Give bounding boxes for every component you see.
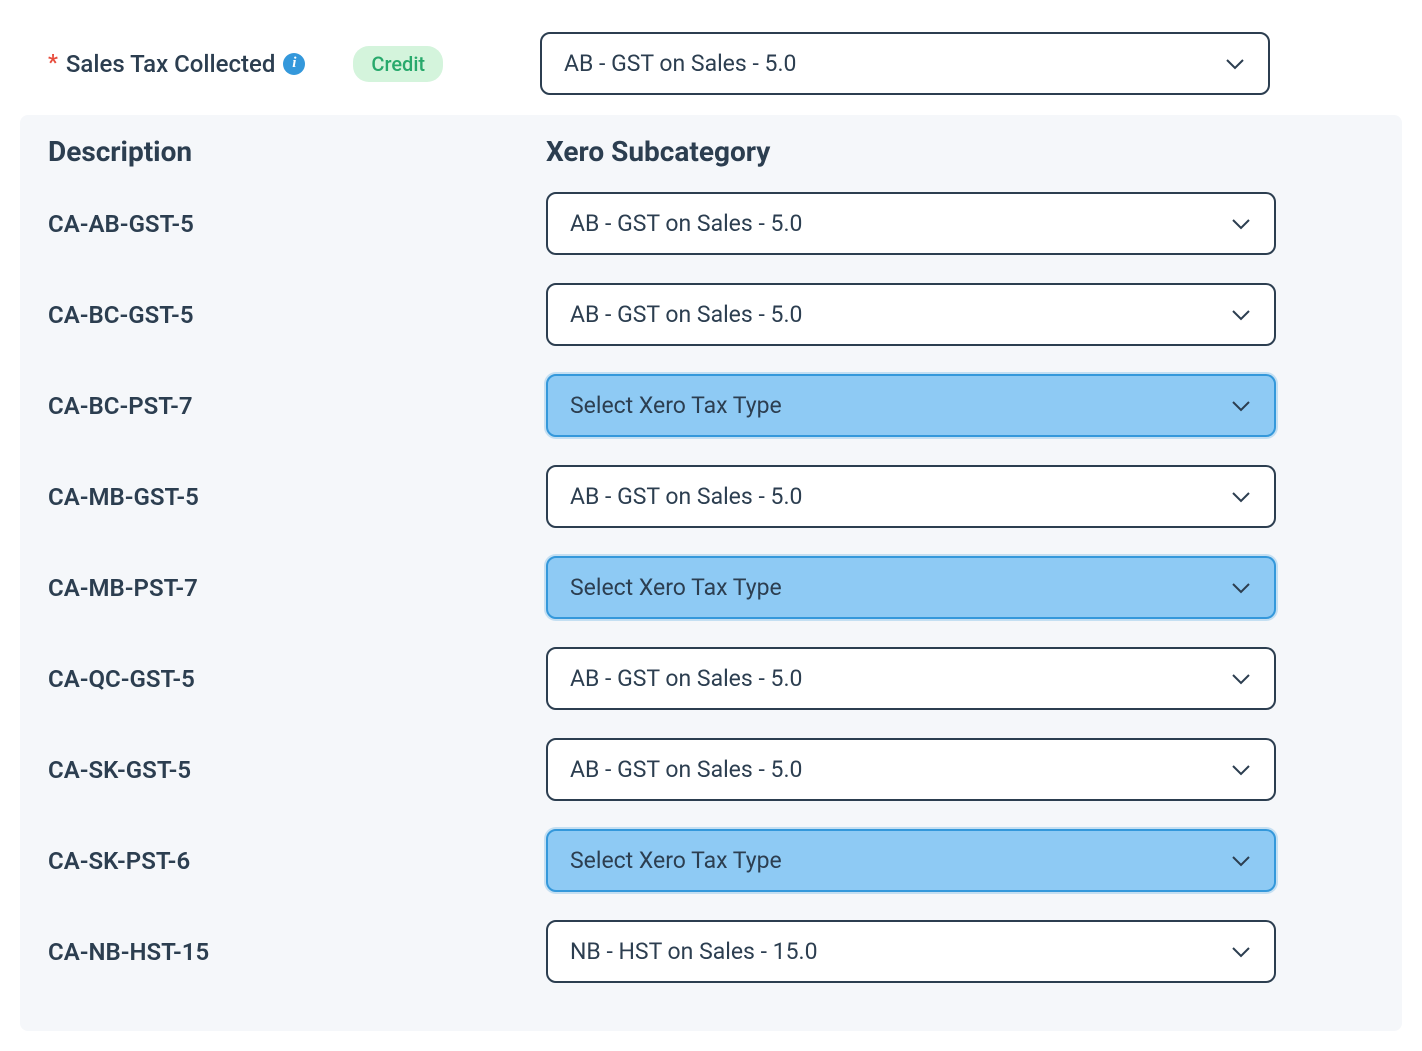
tax-description: CA-NB-HST-15 bbox=[48, 938, 546, 966]
chevron-down-icon bbox=[1230, 850, 1252, 872]
table-row: CA-BC-GST-5 AB - GST on Sales - 5.0 bbox=[48, 283, 1374, 346]
chevron-down-icon bbox=[1230, 304, 1252, 326]
tax-description: CA-BC-GST-5 bbox=[48, 301, 546, 329]
table-row: CA-MB-PST-7 Select Xero Tax Type bbox=[48, 556, 1374, 619]
tax-description: CA-QC-GST-5 bbox=[48, 665, 546, 693]
tax-type-select-value: Select Xero Tax Type bbox=[570, 392, 782, 419]
required-indicator: * bbox=[48, 51, 58, 76]
chevron-down-icon bbox=[1230, 668, 1252, 690]
tax-type-select[interactable]: Select Xero Tax Type bbox=[546, 374, 1276, 437]
tax-type-select[interactable]: AB - GST on Sales - 5.0 bbox=[546, 738, 1276, 801]
sales-tax-label: Sales Tax Collected bbox=[66, 50, 276, 78]
table-row: CA-SK-PST-6 Select Xero Tax Type bbox=[48, 829, 1374, 892]
label-group: * Sales Tax Collected i Credit bbox=[48, 46, 528, 82]
chevron-down-icon bbox=[1224, 53, 1246, 75]
tax-description: CA-AB-GST-5 bbox=[48, 210, 546, 238]
tax-description: CA-MB-GST-5 bbox=[48, 483, 546, 511]
main-tax-select-value: AB - GST on Sales - 5.0 bbox=[564, 50, 796, 77]
tax-description: CA-BC-PST-7 bbox=[48, 392, 546, 420]
tax-type-select-value: NB - HST on Sales - 15.0 bbox=[570, 938, 818, 965]
tax-type-select[interactable]: AB - GST on Sales - 5.0 bbox=[546, 465, 1276, 528]
tax-mapping-table: Description Xero Subcategory CA-AB-GST-5… bbox=[20, 115, 1402, 1031]
column-header-description: Description bbox=[48, 135, 546, 168]
tax-type-select-value: AB - GST on Sales - 5.0 bbox=[570, 210, 802, 237]
chevron-down-icon bbox=[1230, 395, 1252, 417]
chevron-down-icon bbox=[1230, 486, 1252, 508]
chevron-down-icon bbox=[1230, 213, 1252, 235]
table-row: CA-NB-HST-15 NB - HST on Sales - 15.0 bbox=[48, 920, 1374, 983]
tax-type-select-value: AB - GST on Sales - 5.0 bbox=[570, 483, 802, 510]
table-row: CA-MB-GST-5 AB - GST on Sales - 5.0 bbox=[48, 465, 1374, 528]
table-row: CA-BC-PST-7 Select Xero Tax Type bbox=[48, 374, 1374, 437]
tax-type-select[interactable]: Select Xero Tax Type bbox=[546, 829, 1276, 892]
info-icon[interactable]: i bbox=[283, 53, 305, 75]
table-header: Description Xero Subcategory bbox=[48, 135, 1374, 168]
tax-type-select-value: Select Xero Tax Type bbox=[570, 574, 782, 601]
chevron-down-icon bbox=[1230, 577, 1252, 599]
tax-type-select[interactable]: Select Xero Tax Type bbox=[546, 556, 1276, 619]
credit-badge: Credit bbox=[353, 46, 443, 82]
tax-type-select-value: AB - GST on Sales - 5.0 bbox=[570, 756, 802, 783]
tax-description: CA-SK-PST-6 bbox=[48, 847, 546, 875]
chevron-down-icon bbox=[1230, 759, 1252, 781]
tax-description: CA-MB-PST-7 bbox=[48, 574, 546, 602]
chevron-down-icon bbox=[1230, 941, 1252, 963]
tax-type-select-value: Select Xero Tax Type bbox=[570, 847, 782, 874]
table-row: CA-QC-GST-5 AB - GST on Sales - 5.0 bbox=[48, 647, 1374, 710]
tax-type-select[interactable]: AB - GST on Sales - 5.0 bbox=[546, 192, 1276, 255]
tax-description: CA-SK-GST-5 bbox=[48, 756, 546, 784]
tax-type-select[interactable]: AB - GST on Sales - 5.0 bbox=[546, 283, 1276, 346]
tax-type-select[interactable]: AB - GST on Sales - 5.0 bbox=[546, 647, 1276, 710]
tax-type-select-value: AB - GST on Sales - 5.0 bbox=[570, 665, 802, 692]
tax-type-select[interactable]: NB - HST on Sales - 15.0 bbox=[546, 920, 1276, 983]
column-header-subcategory: Xero Subcategory bbox=[546, 135, 770, 168]
main-tax-select[interactable]: AB - GST on Sales - 5.0 bbox=[540, 32, 1270, 95]
tax-type-select-value: AB - GST on Sales - 5.0 bbox=[570, 301, 802, 328]
table-row: CA-AB-GST-5 AB - GST on Sales - 5.0 bbox=[48, 192, 1374, 255]
table-row: CA-SK-GST-5 AB - GST on Sales - 5.0 bbox=[48, 738, 1374, 801]
header-row: * Sales Tax Collected i Credit AB - GST … bbox=[20, 20, 1402, 107]
